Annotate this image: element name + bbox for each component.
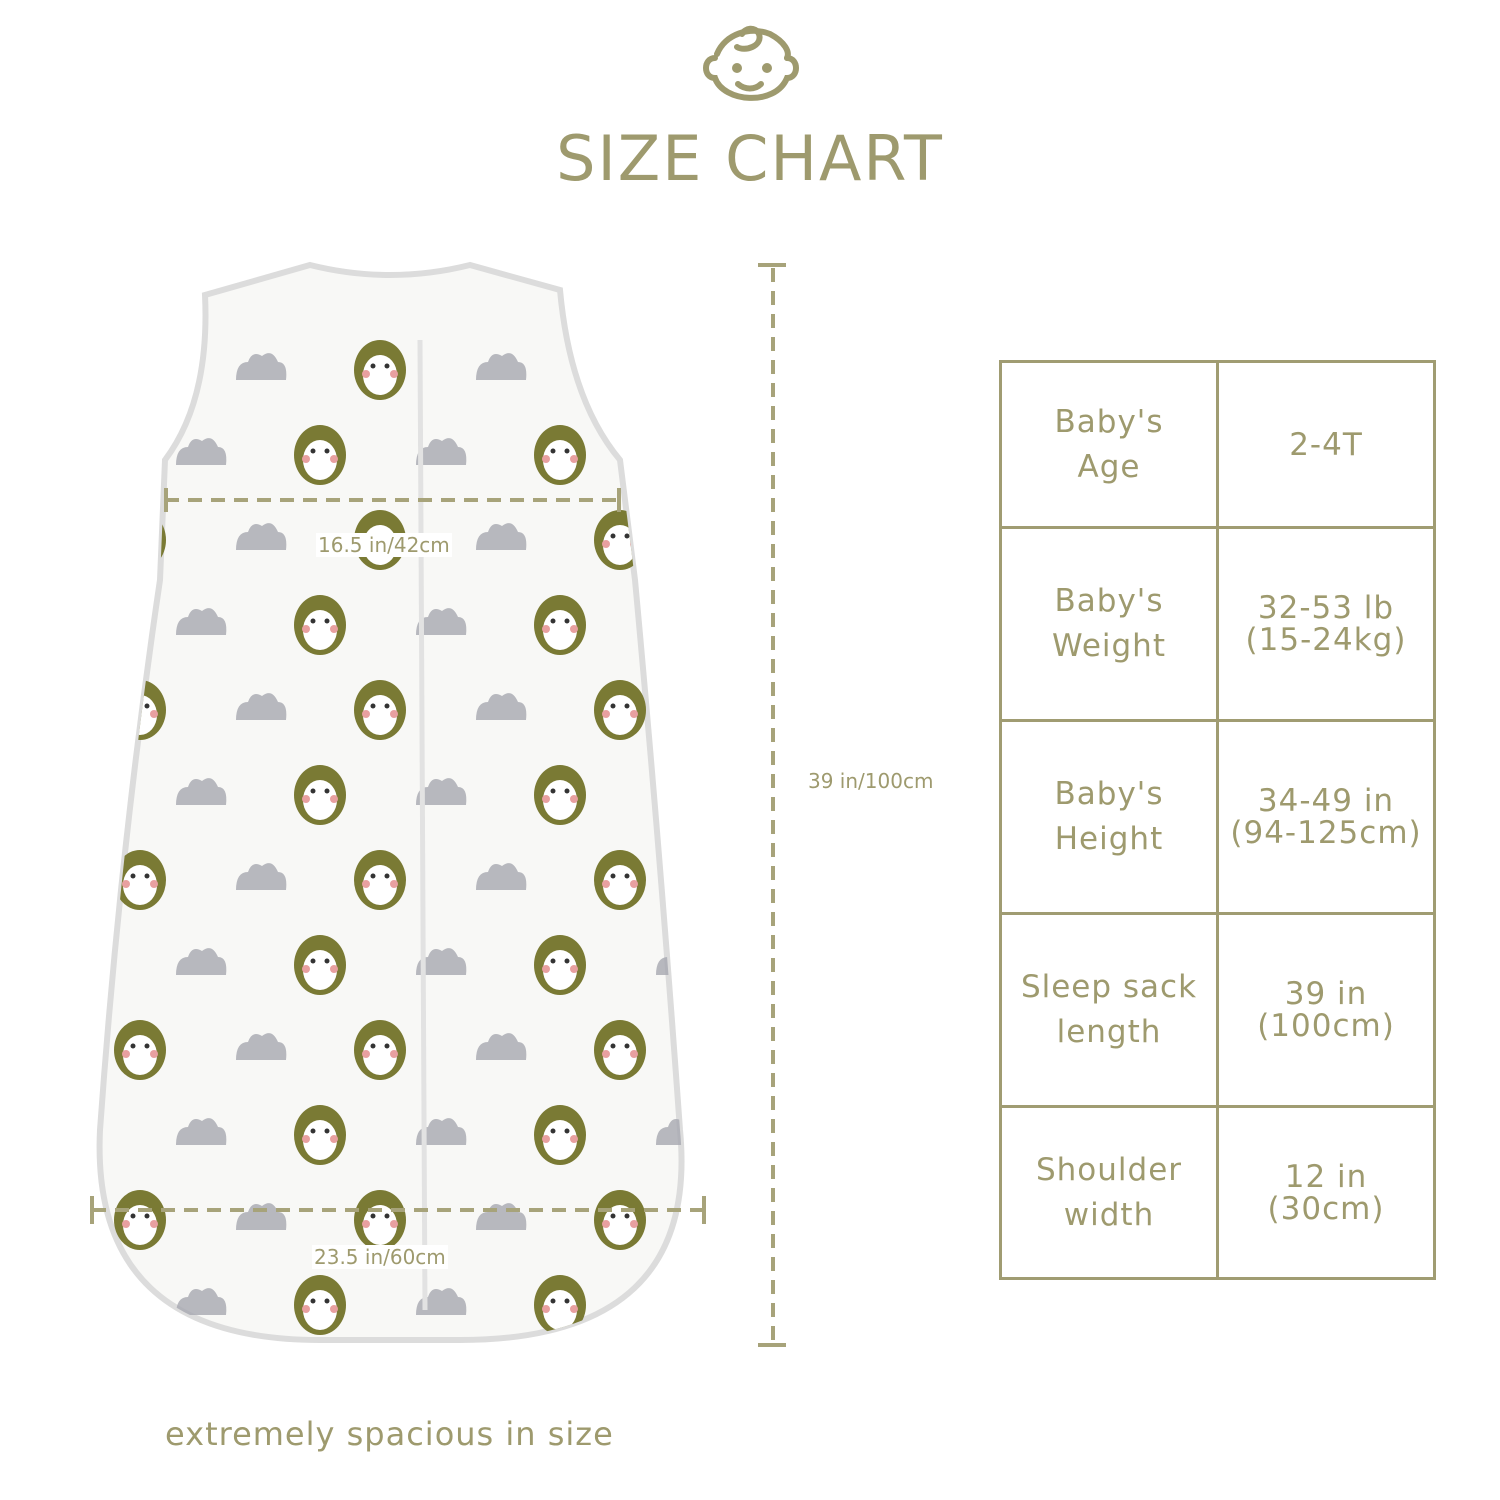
owl-print bbox=[594, 340, 646, 400]
footer-text: extremely spacious in size bbox=[165, 1415, 614, 1453]
owl-print bbox=[594, 850, 646, 910]
cloud-print bbox=[476, 353, 527, 380]
row-value: 2-4T bbox=[1216, 360, 1436, 529]
cloud-print bbox=[236, 353, 287, 380]
cloud-print bbox=[176, 438, 227, 465]
owl-print bbox=[294, 935, 346, 995]
cloud-print bbox=[416, 948, 467, 975]
length-label: 39 in/100cm bbox=[806, 769, 936, 793]
owl-print bbox=[594, 680, 646, 740]
cloud-print bbox=[176, 778, 227, 805]
owl-print bbox=[354, 850, 406, 910]
owl-print bbox=[114, 1190, 166, 1250]
sleep-sack-image bbox=[96, 261, 685, 1343]
owl-print bbox=[354, 1020, 406, 1080]
cloud-print bbox=[416, 778, 467, 805]
row-value: 39 in (100cm) bbox=[1216, 912, 1436, 1108]
cloud-print bbox=[656, 778, 682, 805]
cloud-print bbox=[656, 1288, 682, 1315]
owl-print bbox=[354, 680, 406, 740]
table-row: Baby's Height 34-49 in (94-125cm) bbox=[999, 719, 1436, 915]
cloud-print bbox=[416, 1288, 467, 1315]
cloud-print bbox=[656, 608, 682, 635]
cloud-print bbox=[176, 948, 227, 975]
owl-print bbox=[594, 1020, 646, 1080]
row-value: 34-49 in (94-125cm) bbox=[1216, 719, 1436, 915]
owl-print bbox=[534, 1105, 586, 1165]
page-title: SIZE CHART bbox=[556, 122, 944, 195]
row-label: Baby's Age bbox=[999, 360, 1219, 529]
bottom-width-label: 23.5 in/60cm bbox=[312, 1245, 448, 1269]
owl-print bbox=[534, 935, 586, 995]
size-table: Baby's Age 2-4T Baby's Weight 32-53 lb (15-… bbox=[999, 360, 1436, 1280]
owl-print bbox=[114, 340, 166, 400]
owl-print bbox=[114, 850, 166, 910]
owl-print bbox=[534, 765, 586, 825]
row-label: Sleep sack length bbox=[999, 912, 1219, 1108]
owl-print bbox=[294, 1275, 346, 1335]
cloud-print bbox=[176, 1118, 227, 1145]
cloud-print bbox=[656, 438, 682, 465]
cloud-print bbox=[476, 523, 527, 550]
owl-print bbox=[294, 425, 346, 485]
row-label: Baby's Height bbox=[999, 719, 1219, 915]
cloud-print bbox=[176, 1288, 227, 1315]
cloud-print bbox=[236, 1033, 287, 1060]
owl-print bbox=[294, 765, 346, 825]
cloud-print bbox=[476, 1033, 527, 1060]
baby-face-icon bbox=[703, 25, 799, 101]
chest-width-label: 16.5 in/42cm bbox=[316, 533, 452, 557]
owl-print bbox=[534, 425, 586, 485]
row-value: 12 in (30cm) bbox=[1216, 1105, 1436, 1280]
owl-print bbox=[294, 1105, 346, 1165]
owl-print bbox=[534, 595, 586, 655]
cloud-print bbox=[236, 523, 287, 550]
cloud-print bbox=[416, 1118, 467, 1145]
table-row: Baby's Weight 32-53 lb (15-24kg) bbox=[999, 526, 1436, 722]
owl-print bbox=[354, 340, 406, 400]
table-row: Shoulder width 12 in (30cm) bbox=[999, 1105, 1436, 1280]
table-row: Sleep sack length 39 in (100cm) bbox=[999, 912, 1436, 1108]
cloud-print bbox=[476, 693, 527, 720]
table-row: Baby's Age 2-4T bbox=[999, 360, 1436, 529]
owl-print bbox=[534, 1275, 586, 1335]
cloud-print bbox=[476, 863, 527, 890]
row-label: Baby's Weight bbox=[999, 526, 1219, 722]
owl-print bbox=[354, 1190, 406, 1250]
cloud-print bbox=[236, 863, 287, 890]
owl-print bbox=[594, 1190, 646, 1250]
row-label: Shoulder width bbox=[999, 1105, 1219, 1280]
owl-print bbox=[294, 595, 346, 655]
cloud-print bbox=[176, 608, 227, 635]
cloud-print bbox=[416, 438, 467, 465]
owl-print bbox=[114, 1020, 166, 1080]
cloud-print bbox=[236, 693, 287, 720]
row-value: 32-53 lb (15-24kg) bbox=[1216, 526, 1436, 722]
owl-print bbox=[594, 510, 646, 570]
cloud-print bbox=[416, 608, 467, 635]
